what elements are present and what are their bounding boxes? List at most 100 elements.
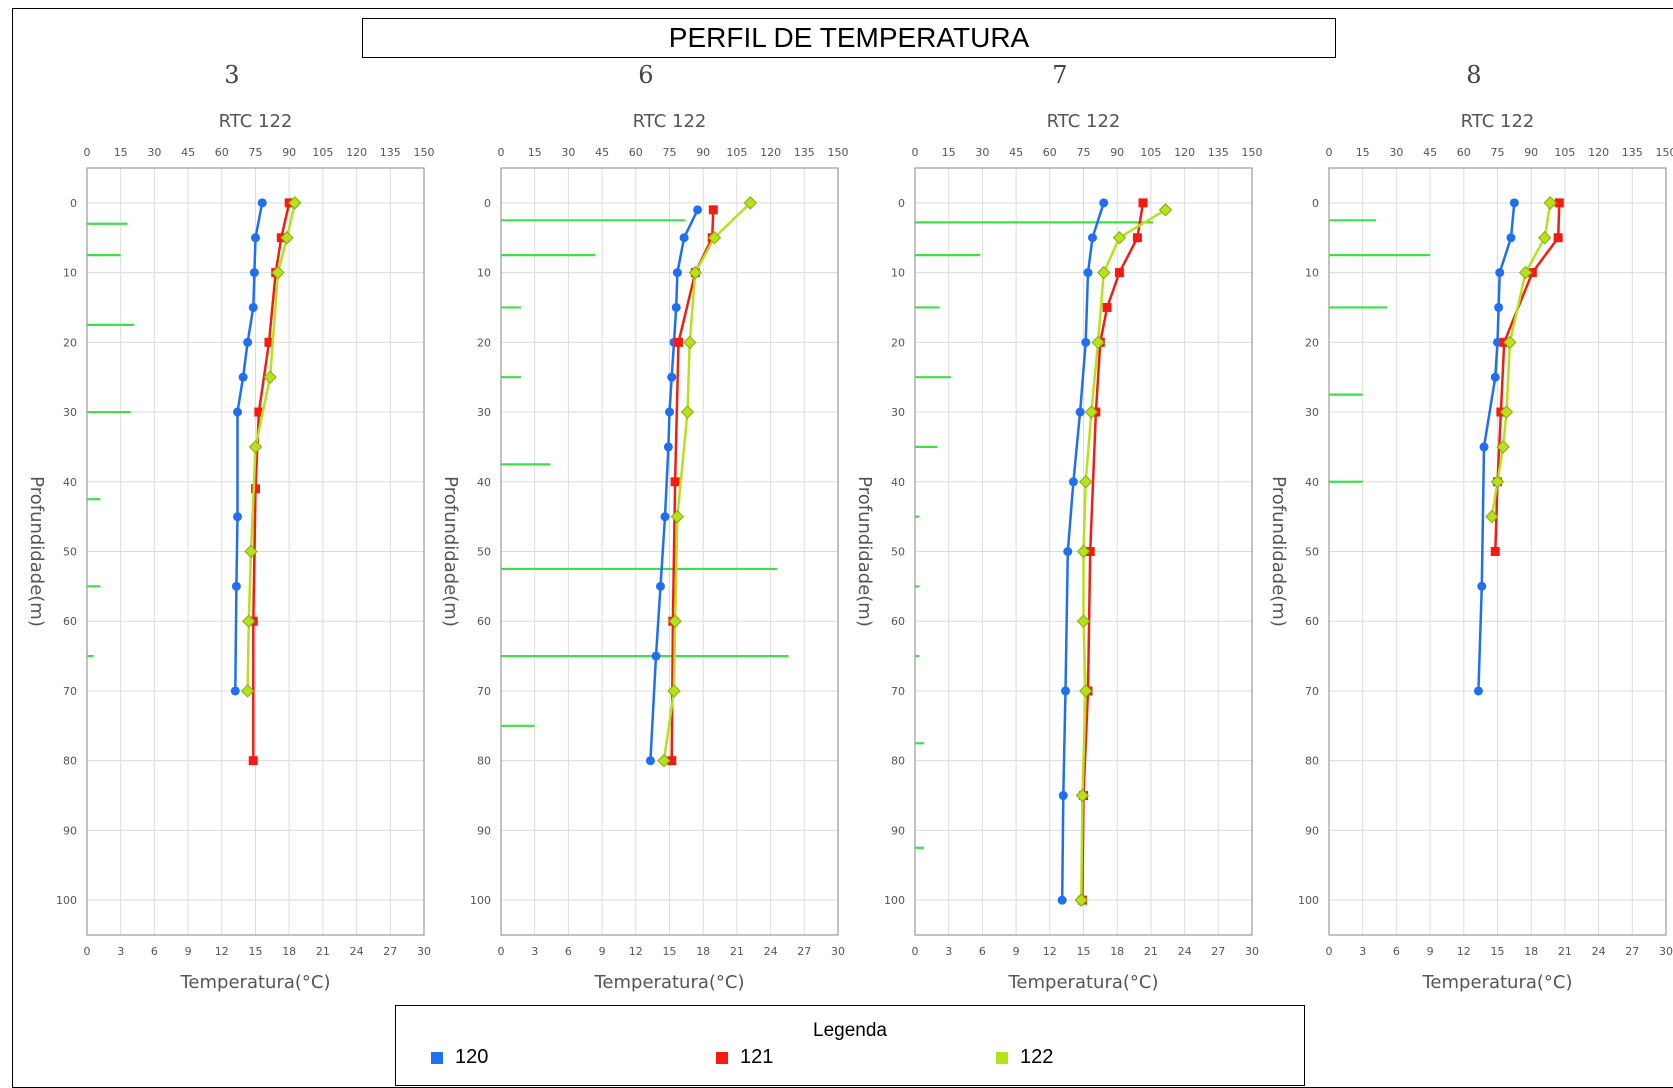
data-point-121	[709, 205, 718, 214]
data-point-120	[1059, 791, 1068, 800]
x-tick-label: 15	[663, 945, 677, 958]
y-tick-label: 10	[477, 267, 491, 280]
x-tick-label: 3	[945, 945, 952, 958]
x-axis-label: Temperatura(°C)	[180, 972, 331, 993]
data-point-120	[1083, 268, 1092, 277]
data-point-120	[656, 582, 665, 591]
y-tick-label: 70	[477, 685, 491, 698]
data-point-121	[249, 756, 258, 765]
y-tick-label: 50	[477, 546, 491, 559]
x-tick-label: 15	[1491, 945, 1505, 958]
top-tick-label: 0	[84, 146, 91, 159]
data-point-120	[1494, 303, 1503, 312]
top-tick-label: 150	[1242, 146, 1263, 159]
top-tick-label: 150	[828, 146, 849, 159]
x-tick-label: 6	[565, 945, 572, 958]
top-tick-label: 105	[1554, 146, 1575, 159]
x-tick-label: 12	[215, 945, 229, 958]
top-tick-label: 15	[942, 146, 956, 159]
data-point-121	[1133, 233, 1142, 242]
y-tick-label: 80	[1305, 755, 1319, 768]
top-tick-label: 135	[1622, 146, 1643, 159]
top-tick-label: 120	[1588, 146, 1609, 159]
y-tick-label: 90	[477, 824, 491, 837]
top-tick-label: 0	[498, 146, 505, 159]
top-tick-label: 90	[282, 146, 296, 159]
x-tick-label: 6	[979, 945, 986, 958]
top-tick-label: 120	[1174, 146, 1195, 159]
data-point-120	[249, 303, 258, 312]
data-point-120	[243, 338, 252, 347]
y-tick-label: 10	[1305, 267, 1319, 280]
x-tick-label: 3	[531, 945, 538, 958]
data-point-120	[667, 373, 676, 382]
legend: Legenda 120 121 122	[395, 1005, 1305, 1086]
top-tick-label: 45	[595, 146, 609, 159]
legend-swatch-121	[716, 1052, 728, 1064]
data-point-120	[661, 512, 670, 521]
x-tick-label: 21	[316, 945, 330, 958]
x-tick-label: 12	[1043, 945, 1057, 958]
x-tick-label: 27	[383, 945, 397, 958]
y-tick-label: 10	[891, 267, 905, 280]
data-point-120	[231, 686, 240, 695]
data-point-120	[1058, 896, 1067, 905]
x-tick-label: 27	[797, 945, 811, 958]
top-tick-label: 135	[1208, 146, 1229, 159]
top-tick-label: 90	[1524, 146, 1538, 159]
top-tick-label: 60	[629, 146, 643, 159]
x-tick-label: 27	[1211, 945, 1225, 958]
data-point-120	[250, 268, 259, 277]
top-tick-label: 135	[380, 146, 401, 159]
top-tick-label: 75	[249, 146, 263, 159]
y-tick-label: 20	[891, 336, 905, 349]
top-tick-label: 75	[1077, 146, 1091, 159]
legend-label-122: 122	[1020, 1046, 1053, 1069]
y-tick-label: 30	[63, 406, 77, 419]
top-tick-label: 120	[760, 146, 781, 159]
x-tick-label: 9	[1427, 945, 1434, 958]
data-point-120	[1477, 582, 1486, 591]
x-tick-label: 30	[831, 945, 845, 958]
data-point-121	[1491, 547, 1500, 556]
y-tick-label: 10	[63, 267, 77, 280]
data-point-120	[1495, 268, 1504, 277]
x-tick-label: 30	[417, 945, 431, 958]
x-tick-label: 18	[1110, 945, 1124, 958]
data-point-120	[233, 408, 242, 417]
x-tick-label: 15	[249, 945, 263, 958]
data-point-120	[680, 233, 689, 242]
data-point-120	[1076, 408, 1085, 417]
top-tick-label: 45	[1009, 146, 1023, 159]
y-tick-label: 20	[1305, 336, 1319, 349]
y-tick-label: 100	[1298, 894, 1319, 907]
x-tick-label: 21	[1144, 945, 1158, 958]
top-tick-label: 15	[1356, 146, 1370, 159]
data-point-120	[1510, 198, 1519, 207]
panel-label: 7	[1052, 61, 1067, 89]
data-point-120	[1491, 373, 1500, 382]
y-tick-label: 70	[1305, 685, 1319, 698]
top-tick-label: 105	[312, 146, 333, 159]
y-tick-label: 90	[1305, 824, 1319, 837]
x-tick-label: 0	[912, 945, 919, 958]
top-tick-label: 150	[414, 146, 435, 159]
legend-item-120: 120	[431, 1046, 488, 1069]
y-tick-label: 90	[63, 824, 77, 837]
x-tick-label: 0	[84, 945, 91, 958]
x-tick-label: 30	[1245, 945, 1259, 958]
y-tick-label: 40	[891, 476, 905, 489]
y-tick-label: 30	[891, 406, 905, 419]
chart-title: RTC 122	[1047, 111, 1121, 132]
y-tick-label: 100	[884, 894, 905, 907]
top-tick-label: 45	[181, 146, 195, 159]
x-tick-label: 24	[350, 945, 364, 958]
top-tick-label: 0	[912, 146, 919, 159]
data-point-120	[652, 652, 661, 661]
legend-label-120: 120	[455, 1046, 488, 1069]
data-point-120	[233, 512, 242, 521]
top-tick-label: 120	[346, 146, 367, 159]
